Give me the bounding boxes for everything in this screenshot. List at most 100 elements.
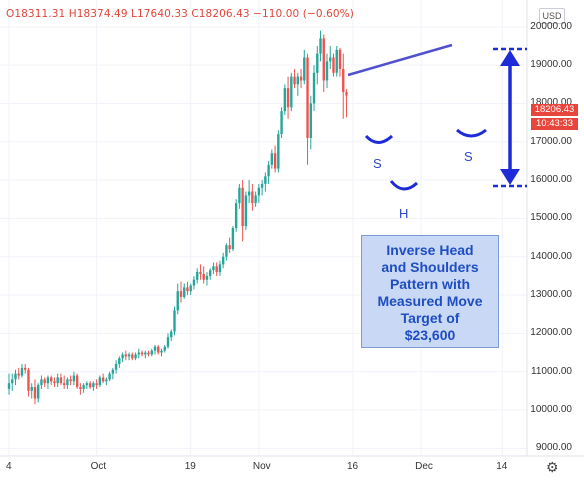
candle-body [153,346,157,351]
candle-body [221,256,225,265]
candle-body [208,270,212,276]
last-price-badge: 18206.43 [531,104,578,116]
candle-body [290,76,293,108]
right-shoulder-label: S [464,149,473,164]
candle-body [218,264,222,273]
candle-body [205,275,209,280]
annotation-line: Target of [400,310,460,326]
arrow-head-up [500,50,520,66]
candle-body [228,245,231,250]
candle-body [101,377,105,382]
candle-body [124,354,128,357]
candle-body [7,383,11,389]
candle-body [37,385,40,399]
candle-body [247,191,251,196]
candle-body [11,379,14,384]
currency-button[interactable]: USD [539,8,565,24]
y-tick-label: 11000.00 [531,365,572,377]
candle-body [66,379,69,386]
candle-body [264,176,267,184]
candle-body [325,61,329,81]
candle-body [98,377,102,386]
candle-body [312,72,316,104]
x-tick-label: 4 [6,461,12,472]
candle-body [293,76,296,85]
arrow-head-down [500,169,520,185]
left-shoulder-label: S [373,156,382,171]
candle-body [277,134,280,169]
candle-body [72,375,76,382]
candle-body [144,352,147,355]
y-tick-label: 19000.00 [530,59,572,71]
candle-body [92,383,95,388]
candle-body [342,68,345,92]
candle-body [127,354,131,357]
y-tick-label: 15000.00 [530,212,572,224]
candle-body [192,279,196,286]
candle-body [273,153,277,169]
x-tick-label: Dec [415,461,433,472]
candle-body [108,373,111,380]
candle-body [27,369,30,391]
candle-body [179,291,183,297]
candle-body [176,291,179,311]
candle-body [196,272,199,280]
candle-body [332,57,335,73]
candle-body [238,187,241,204]
ohlc-readout: O18311.31 H18374.49 L17640.33 C18206.43 … [6,8,354,20]
candle-body [131,354,134,359]
candle-body [189,285,192,292]
annotation-line: $23,600 [404,327,456,343]
candle-body [329,57,332,62]
candle-body [225,245,228,257]
candle-body [17,373,20,376]
candle-body [43,379,46,384]
gear-icon[interactable]: ⚙ [546,459,559,475]
candle-body [338,49,342,69]
candle-body [79,387,82,389]
candle-body [241,187,244,227]
candle-body [335,49,338,73]
candle-body [319,38,322,54]
y-tick-label: 10000.00 [530,404,572,416]
candle-body [134,354,137,359]
candle-body [118,358,121,365]
candle-body [49,377,53,382]
x-tick-label: 14 [496,461,508,472]
right-shoulder-curve [456,128,487,138]
candle-body [121,354,124,359]
candle-body [270,153,274,165]
candle-body [283,88,287,112]
candle-body [88,383,92,388]
x-tick-label: 16 [346,461,359,472]
candle-body [140,352,144,355]
candle-body [147,352,150,355]
candle-body [53,381,56,384]
candle-body [69,379,72,382]
candle-body [157,346,160,353]
x-tick-label: Nov [252,461,271,472]
x-tick-label: Oct [90,461,107,472]
candle-body [183,287,186,297]
candle-body [137,352,140,355]
y-tick-label: 9000.00 [535,442,572,454]
annotation-line: and Shoulders [381,259,479,275]
candle-body [199,272,202,274]
candle-body [105,379,108,382]
candle-body [163,346,166,351]
candle-body [14,373,17,380]
candle-body [244,195,248,227]
candle-body [56,377,59,384]
candle-body [306,57,309,138]
candle-body [251,191,254,204]
y-tick-label: 20000.00 [530,20,572,32]
candle-body [254,195,257,204]
candle-body [299,76,303,81]
candle-body [309,103,312,138]
candle-body [20,367,24,376]
y-tick-label: 16000.00 [530,174,572,186]
candle-body [170,331,173,338]
candle-body [173,310,176,332]
candle-body [322,38,325,81]
